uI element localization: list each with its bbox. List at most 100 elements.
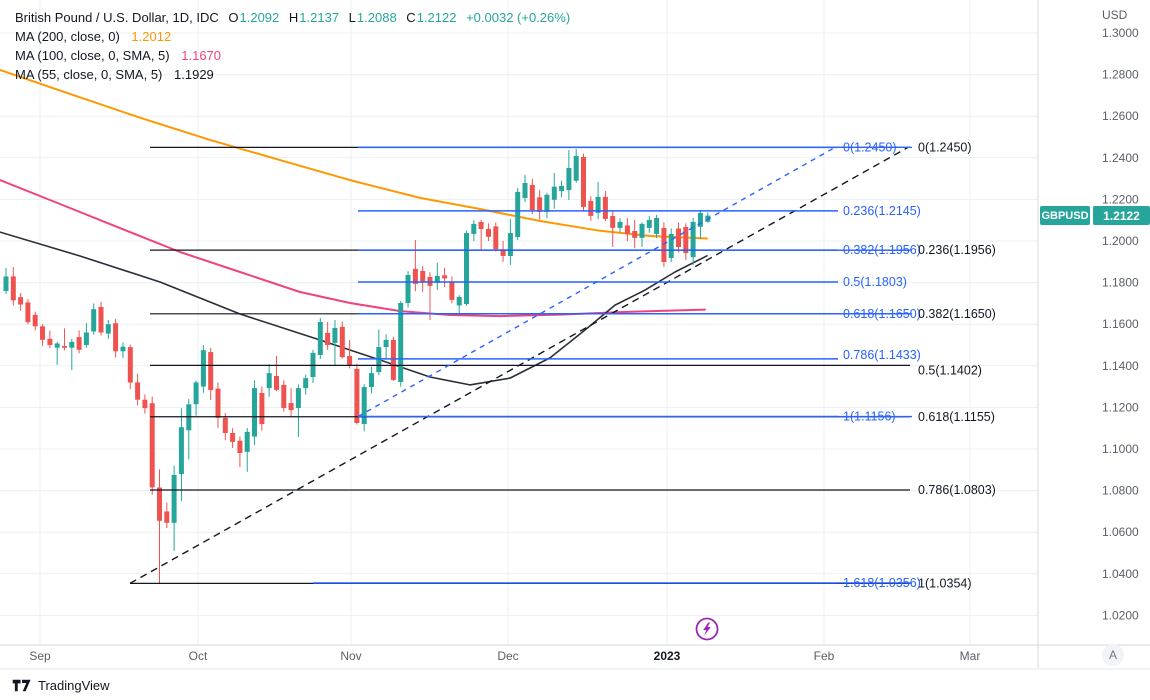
axis-label: 1.2600	[1102, 109, 1139, 123]
candle-body	[339, 326, 345, 358]
candle-body	[317, 321, 323, 355]
candle-body	[69, 341, 75, 348]
fib-trendline-black	[129, 146, 909, 584]
candle-body	[105, 324, 111, 334]
candle-body	[507, 233, 513, 256]
candle-body	[398, 303, 404, 382]
candle-body	[610, 216, 616, 228]
candle-body	[529, 185, 535, 210]
last-price-chip: 1.2122	[1093, 206, 1150, 225]
candle-body	[566, 168, 572, 190]
lightning-icon	[695, 617, 719, 641]
candle-body	[54, 343, 60, 348]
candle-body	[83, 332, 89, 345]
candle-body	[522, 183, 528, 198]
candle-body	[559, 185, 565, 192]
auto-scale-button[interactable]: A	[1102, 644, 1124, 666]
candle-body	[215, 388, 221, 418]
candle-body	[76, 337, 82, 350]
axis-label: 1.2200	[1102, 192, 1139, 206]
candle-body	[274, 376, 279, 390]
axis-label: 1.1800	[1102, 276, 1139, 290]
axis-label: 1.1400	[1102, 359, 1139, 373]
candle-body	[456, 297, 462, 306]
axis-label: 2023	[654, 649, 681, 663]
candle-body	[442, 275, 448, 279]
candle-body	[405, 274, 411, 303]
axis-label: 1.2000	[1102, 234, 1139, 248]
axis-label: 0.382(1.1650)	[918, 307, 996, 321]
candle-body	[683, 226, 689, 254]
axis-label: Oct	[189, 649, 208, 663]
candle-body	[200, 350, 206, 387]
axis-label: 0.236(1.2145)	[843, 204, 921, 218]
flash-button[interactable]	[694, 616, 720, 642]
fib-trendline-blue	[357, 146, 836, 418]
axis-currency-label: USD	[1102, 8, 1128, 22]
candle-body	[690, 221, 696, 258]
symbol-badge: GBPUSD	[1040, 206, 1090, 225]
axis-label: Nov	[340, 649, 361, 663]
axis-label: 1.3000	[1102, 26, 1139, 40]
ma100-line	[0, 179, 706, 318]
candle-body	[602, 196, 608, 219]
candle-body	[383, 340, 389, 348]
candle-body	[193, 382, 199, 405]
candle-body	[617, 221, 623, 228]
candle-body	[434, 275, 440, 283]
axis-label: Mar	[960, 649, 981, 663]
axis-label: 1.1000	[1102, 442, 1139, 456]
candle-body	[464, 233, 469, 304]
candle-body	[25, 302, 31, 323]
candle-body	[537, 197, 543, 212]
candle-body	[661, 227, 667, 262]
candle-body	[654, 217, 660, 234]
candle-body	[500, 249, 506, 256]
candle-body	[361, 387, 367, 424]
candle-body	[544, 194, 550, 212]
candle-body	[347, 356, 353, 366]
axis-label: 0.236(1.1956)	[918, 243, 996, 257]
candle-body	[697, 212, 703, 227]
candle-body	[135, 382, 141, 400]
candle-body	[588, 200, 594, 216]
candle-body	[142, 399, 148, 409]
candle-body	[668, 233, 674, 258]
candle-body	[47, 338, 53, 345]
candle-body	[237, 440, 243, 453]
candle-body	[420, 271, 426, 282]
candle-body	[390, 340, 396, 380]
candle-body	[120, 346, 126, 352]
candle-body	[3, 276, 9, 291]
axis-label: Feb	[814, 649, 835, 663]
candle-body	[288, 403, 294, 411]
candle-body	[325, 332, 331, 345]
candle-body	[295, 388, 301, 409]
candle-body	[478, 221, 484, 229]
axis-label: 1.0800	[1102, 484, 1139, 498]
axis-label: 0.786(1.0803)	[918, 483, 996, 497]
candle-body	[149, 403, 155, 488]
ma55-line	[0, 231, 708, 386]
candle-body	[303, 378, 309, 389]
brand-footer[interactable]: TradingView	[12, 678, 110, 693]
candle-body	[551, 186, 557, 200]
candle-body	[91, 309, 97, 332]
axis-label: Dec	[497, 649, 518, 663]
candle-body	[624, 225, 630, 234]
candle-body	[332, 327, 338, 343]
candle-body	[632, 231, 638, 238]
candle-body	[259, 393, 265, 424]
candle-body	[98, 306, 104, 333]
candle-body	[493, 226, 499, 250]
candle-body	[40, 326, 45, 340]
candle-body	[486, 228, 491, 237]
tradingview-logo-icon	[12, 679, 31, 692]
axis-label: 1.2800	[1102, 68, 1139, 82]
candle-body	[266, 373, 272, 389]
candle-body	[178, 427, 184, 474]
candle-body	[639, 223, 645, 238]
axis-label: 0.786(1.1433)	[843, 348, 921, 362]
axis-label: 1(1.0354)	[918, 576, 972, 590]
